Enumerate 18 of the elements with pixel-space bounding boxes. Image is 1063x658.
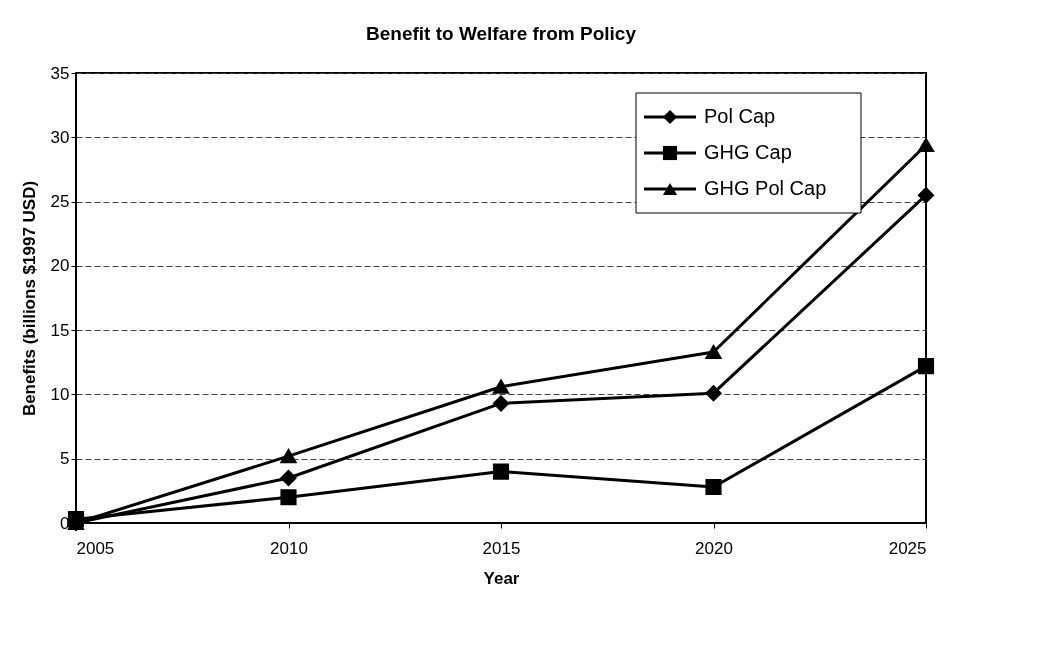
legend-label: Pol Cap <box>704 105 776 127</box>
x-tick-label: 2015 <box>482 538 521 558</box>
chart-title: Benefit to Welfare from Policy <box>366 23 637 44</box>
y-tick-label: 5 <box>60 449 70 469</box>
legend-label: GHG Pol Cap <box>704 177 827 199</box>
legend-label: GHG Cap <box>704 141 792 163</box>
y-tick-label: 25 <box>50 192 70 212</box>
x-tick-label: 2005 <box>76 538 115 558</box>
y-tick-label: 30 <box>50 127 70 147</box>
y-tick-label: 15 <box>50 320 70 340</box>
y-tick-label: 35 <box>50 63 70 83</box>
y-axis-title: Benefits (billions $1997 USD) <box>19 180 39 417</box>
x-axis-title: Year <box>483 568 520 588</box>
y-tick-label: 10 <box>50 384 70 404</box>
x-tick-label: 2025 <box>888 538 927 558</box>
y-tick-label: 20 <box>50 256 70 276</box>
x-tick-label: 2020 <box>695 538 733 558</box>
x-tick-label: 2010 <box>270 538 308 558</box>
